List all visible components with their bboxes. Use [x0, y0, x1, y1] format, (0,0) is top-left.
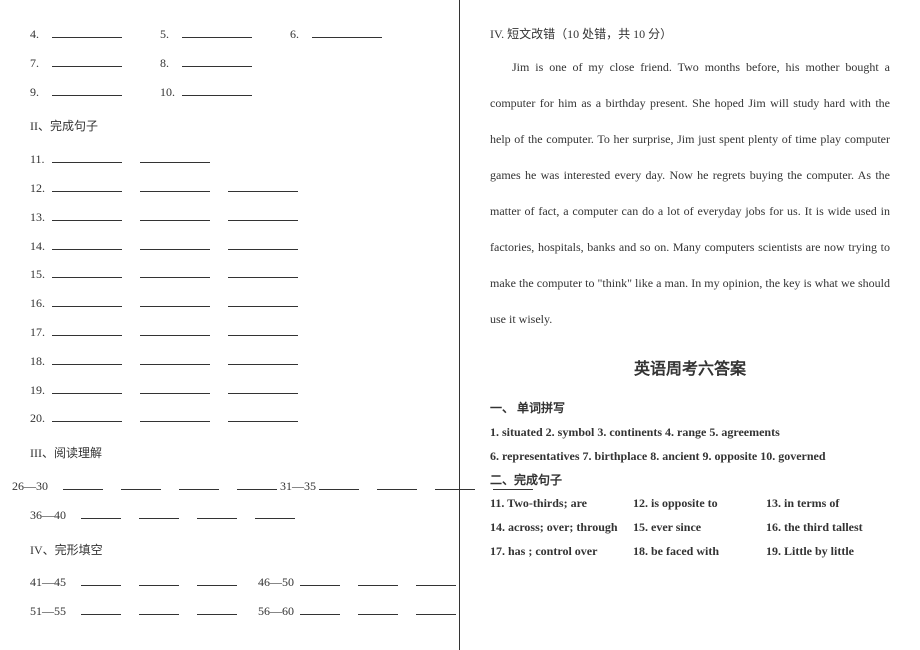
ans-2-line-3: 17. has ; control over 18. be faced with…	[490, 540, 890, 563]
q17: 17.	[30, 318, 429, 347]
ans-sec-1: 一、 单词拼写	[490, 397, 890, 420]
section-4-title: IV、完形填空	[30, 536, 429, 565]
blank	[182, 26, 252, 38]
num-4: 4.	[30, 20, 52, 49]
ans-1-line-1: 1. situated 2. symbol 3. continents 4. r…	[490, 421, 890, 444]
num-10: 10.	[160, 78, 182, 107]
blank	[182, 55, 252, 67]
num-5: 5.	[160, 20, 182, 49]
answers: 一、 单词拼写 1. situated 2. symbol 3. contine…	[490, 397, 890, 563]
num-7: 7.	[30, 49, 52, 78]
num-9: 9.	[30, 78, 52, 107]
error-correction-title: IV. 短文改错（10 处错，共 10 分）	[490, 20, 890, 49]
passage: Jim is one of my close friend. Two month…	[490, 49, 890, 337]
num-8: 8.	[160, 49, 182, 78]
q20: 20.	[30, 404, 429, 433]
section-2-title: II、完成句子	[30, 112, 429, 141]
reading-row-2: 36—40	[30, 501, 429, 530]
q16: 16.	[30, 289, 429, 318]
q12: 12.	[30, 174, 429, 203]
reading-row-1: 26—30 31—35	[12, 472, 429, 501]
fill-row-4-6: 4. 5. 6.	[30, 20, 429, 49]
ans-1-line-2: 6. representatives 7. birthplace 8. anci…	[490, 445, 890, 468]
blank	[182, 84, 252, 96]
blank	[312, 26, 382, 38]
left-column: 4. 5. 6. 7. 8. 9. 10. II、完成句子 11. 12. 13…	[0, 0, 460, 650]
cloze-row-1: 41—45 46—50	[30, 568, 429, 597]
blank	[52, 55, 122, 67]
fill-row-7-8: 7. 8.	[30, 49, 429, 78]
q15: 15.	[30, 260, 429, 289]
q11: 11.	[30, 145, 429, 174]
cloze-row-2: 51—55 56—60	[30, 597, 429, 626]
ans-sec-2: 二、完成句子	[490, 469, 890, 492]
blank	[52, 84, 122, 96]
answer-title: 英语周考六答案	[490, 351, 890, 389]
ans-2-line-1: 11. Two-thirds; are 12. is opposite to 1…	[490, 492, 890, 515]
num-6: 6.	[290, 20, 312, 49]
blank	[52, 26, 122, 38]
q13: 13.	[30, 203, 429, 232]
q19: 19.	[30, 376, 429, 405]
q14: 14.	[30, 232, 429, 261]
right-column: IV. 短文改错（10 处错，共 10 分） Jim is one of my …	[460, 0, 920, 650]
ans-2-line-2: 14. across; over; through 15. ever since…	[490, 516, 890, 539]
q18: 18.	[30, 347, 429, 376]
section-3-title: III、阅读理解	[30, 439, 429, 468]
fill-row-9-10: 9. 10.	[30, 78, 429, 107]
